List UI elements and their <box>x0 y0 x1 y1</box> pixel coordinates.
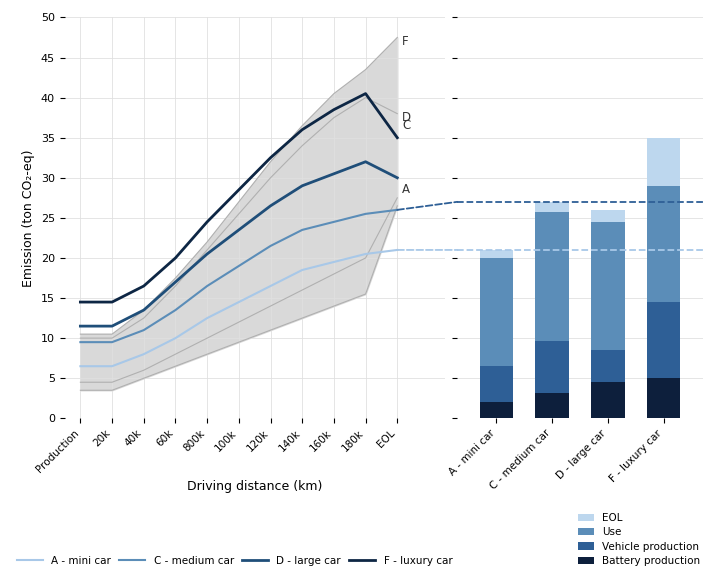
Bar <box>591 382 625 418</box>
Legend: EOL, Use, Vehicle production, Battery production: EOL, Use, Vehicle production, Battery pr… <box>574 509 705 570</box>
Text: C: C <box>402 119 410 132</box>
X-axis label: Driving distance (km): Driving distance (km) <box>187 480 323 493</box>
Bar <box>647 186 680 302</box>
Bar <box>536 212 569 340</box>
Bar <box>647 138 680 186</box>
Bar <box>591 350 625 382</box>
Text: F: F <box>402 35 409 48</box>
Bar <box>591 222 625 350</box>
Bar <box>536 202 569 212</box>
Bar <box>480 250 513 258</box>
Bar <box>536 340 569 393</box>
Bar <box>647 378 680 418</box>
Bar <box>647 302 680 378</box>
Bar <box>480 366 513 402</box>
Legend: A - mini car, C - medium car, D - large car, F - luxury car: A - mini car, C - medium car, D - large … <box>12 551 457 570</box>
Bar <box>480 402 513 418</box>
Text: A: A <box>402 184 410 196</box>
Bar <box>480 258 513 366</box>
Bar <box>536 393 569 418</box>
Bar <box>591 210 625 222</box>
Y-axis label: Emission (ton CO₂-eq): Emission (ton CO₂-eq) <box>22 149 35 286</box>
Text: D: D <box>402 111 411 124</box>
